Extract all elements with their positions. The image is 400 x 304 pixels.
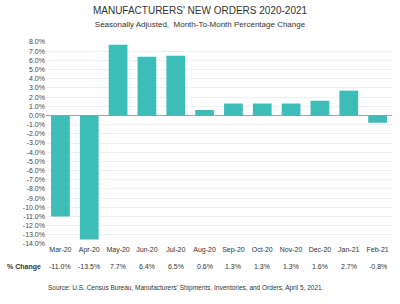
svg-text:1.3%: 1.3% <box>283 263 299 270</box>
svg-text:1.6%: 1.6% <box>312 263 328 270</box>
svg-text:-11.0%: -11.0% <box>49 263 71 270</box>
svg-text:-11.0%: -11.0% <box>23 213 45 220</box>
svg-text:8.0%: 8.0% <box>29 38 45 45</box>
svg-text:Jun-20: Jun-20 <box>136 246 158 253</box>
svg-text:2.0%: 2.0% <box>29 94 45 101</box>
svg-text:-2.0%: -2.0% <box>27 130 45 137</box>
svg-text:-5.0%: -5.0% <box>27 158 45 165</box>
svg-text:Mar-20: Mar-20 <box>49 246 71 253</box>
svg-text:-14.0%: -14.0% <box>23 240 45 247</box>
svg-text:Source: U.S. Census Bureau, Ma: Source: U.S. Census Bureau, Manufacturer… <box>48 284 324 292</box>
svg-text:-12.0%: -12.0% <box>23 222 45 229</box>
svg-text:-0.8%: -0.8% <box>369 263 387 270</box>
svg-text:Sep-20: Sep-20 <box>222 246 245 254</box>
svg-text:Jan-21: Jan-21 <box>338 246 360 253</box>
svg-text:Dec-20: Dec-20 <box>309 246 332 253</box>
svg-text:2.7%: 2.7% <box>341 263 357 270</box>
svg-text:-10.0%: -10.0% <box>23 204 45 211</box>
svg-text:Nov-20: Nov-20 <box>280 246 303 253</box>
svg-text:Feb-21: Feb-21 <box>366 246 388 253</box>
svg-text:0.6%: 0.6% <box>197 263 213 270</box>
svg-text:0.0%: 0.0% <box>29 112 45 119</box>
svg-text:-1.0%: -1.0% <box>27 121 45 128</box>
svg-text:Apr-20: Apr-20 <box>79 246 100 254</box>
svg-text:1.0%: 1.0% <box>29 103 45 110</box>
svg-text:5.0%: 5.0% <box>29 66 45 73</box>
svg-text:-13.0%: -13.0% <box>23 231 45 238</box>
svg-text:-6.0%: -6.0% <box>27 167 45 174</box>
svg-text:-8.0%: -8.0% <box>27 185 45 192</box>
svg-text:7.0%: 7.0% <box>29 48 45 55</box>
svg-text:1.3%: 1.3% <box>254 263 270 270</box>
svg-text:1.3%: 1.3% <box>225 263 241 270</box>
svg-text:-4.0%: -4.0% <box>27 149 45 156</box>
svg-text:6.5%: 6.5% <box>168 263 184 270</box>
svg-text:7.7%: 7.7% <box>110 263 126 270</box>
svg-text:Aug-20: Aug-20 <box>193 246 216 254</box>
svg-text:Oct-20: Oct-20 <box>252 246 273 253</box>
svg-text:6.0%: 6.0% <box>29 57 45 64</box>
svg-text:3.0%: 3.0% <box>29 84 45 91</box>
svg-text:-3.0%: -3.0% <box>27 139 45 146</box>
svg-text:-9.0%: -9.0% <box>27 195 45 202</box>
svg-text:-13.5%: -13.5% <box>78 263 100 270</box>
svg-text:6.4%: 6.4% <box>139 263 155 270</box>
svg-text:-7.0%: -7.0% <box>27 176 45 183</box>
svg-text:% Change: % Change <box>7 263 41 271</box>
svg-text:MANUFACTURERS' NEW ORDERS 2020: MANUFACTURERS' NEW ORDERS 2020-2021Seaso… <box>93 5 308 29</box>
svg-text:4.0%: 4.0% <box>29 75 45 82</box>
svg-text:Jul-20: Jul-20 <box>166 246 185 253</box>
svg-text:May-20: May-20 <box>106 246 129 254</box>
